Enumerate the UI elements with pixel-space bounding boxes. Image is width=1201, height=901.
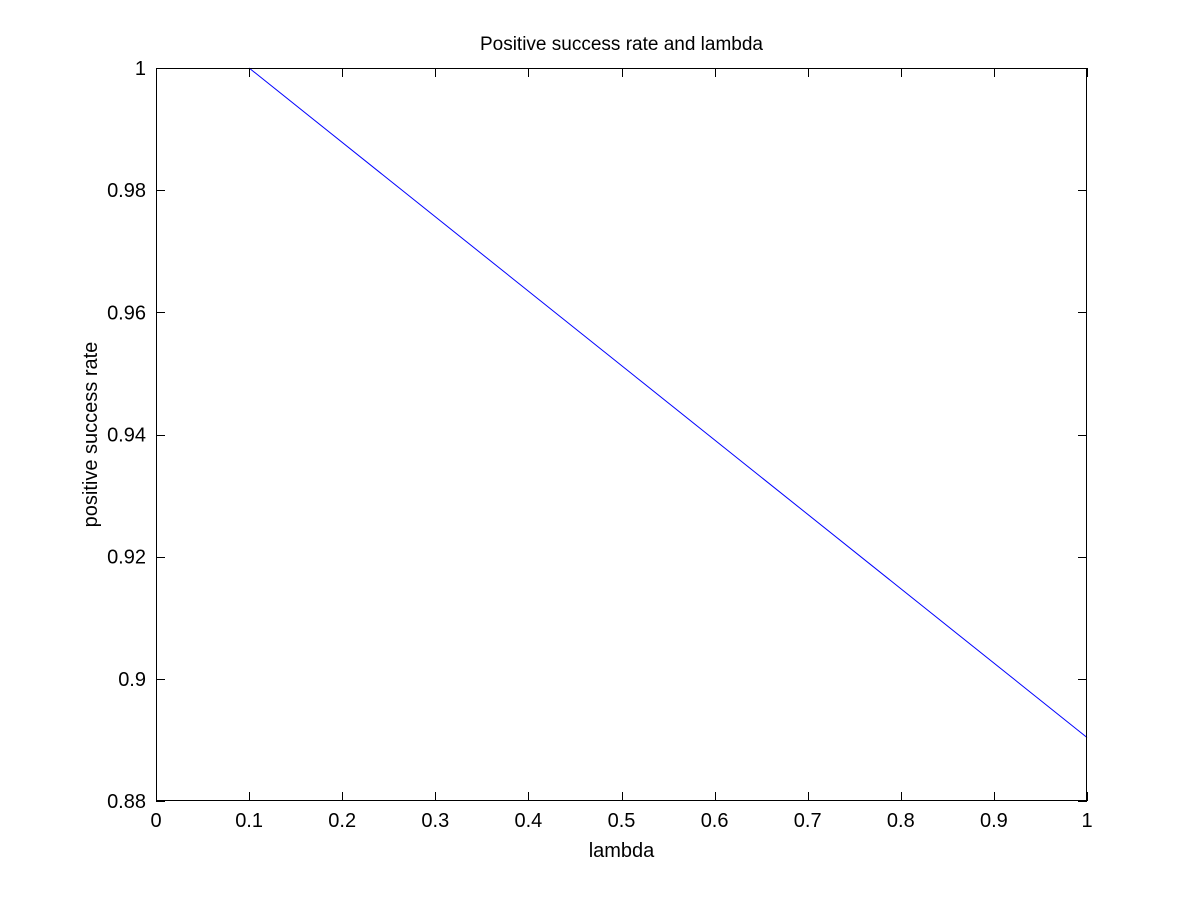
y-tick-label: 0.94 <box>107 425 146 447</box>
x-tick-label: 0.8 <box>887 810 915 832</box>
x-tick-label: 0.5 <box>608 810 636 832</box>
x-tick-label: 0.3 <box>421 810 449 832</box>
x-tick-label: 0.9 <box>980 810 1008 832</box>
x-axis-label: lambda <box>589 840 655 862</box>
y-axis-label: positive success rate <box>80 342 102 528</box>
x-tick-label: 0.6 <box>701 810 729 832</box>
y-tick-label: 1 <box>135 58 146 80</box>
x-tick-label: 0 <box>150 810 161 832</box>
ticks-layer: 0 0.1 0.2 0.3 0.4 0.5 0.6 0.7 0.8 0.9 1 0.88 0.9 0.92… <box>107 58 1093 832</box>
y-tick-label: 0.96 <box>107 302 146 324</box>
x-tick-label: 1 <box>1081 810 1092 832</box>
y-tick-label: 0.92 <box>107 547 146 569</box>
y-tick-label: 0.98 <box>107 180 146 202</box>
x-tick-label: 0.2 <box>328 810 356 832</box>
x-tick-label: 0.7 <box>794 810 822 832</box>
x-tick-label: 0.1 <box>235 810 263 832</box>
series-line <box>248 67 1088 738</box>
x-tick-label: 0.4 <box>514 810 542 832</box>
plot-area <box>156 68 1087 801</box>
plot-frame <box>156 68 1087 801</box>
series-layer <box>248 67 1088 738</box>
chart-title: Positive success rate and lambda <box>480 34 763 55</box>
y-tick-label: 0.88 <box>107 791 146 813</box>
y-tick-label: 0.9 <box>118 669 146 691</box>
